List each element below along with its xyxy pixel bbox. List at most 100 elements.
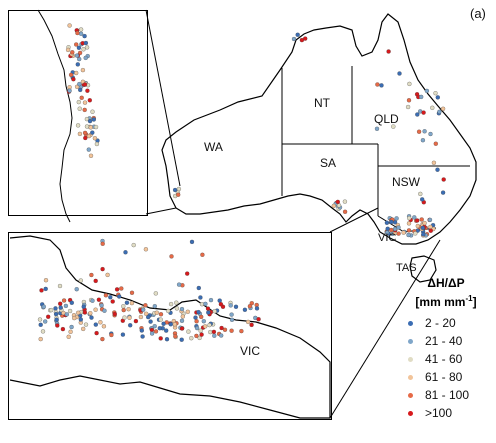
station-dot bbox=[233, 304, 239, 309]
station-dot bbox=[375, 82, 380, 87]
station-dot bbox=[120, 332, 126, 337]
station-dot bbox=[254, 306, 260, 311]
station-dot bbox=[71, 77, 76, 82]
station-dot bbox=[121, 307, 126, 313]
station-dot bbox=[86, 147, 91, 152]
station-dot bbox=[200, 252, 205, 257]
station-dot bbox=[440, 190, 446, 195]
station-dot bbox=[172, 187, 178, 193]
station-dot bbox=[401, 230, 406, 235]
station-dot bbox=[168, 301, 174, 307]
station-dot bbox=[152, 324, 157, 329]
station-dot bbox=[441, 177, 446, 182]
station-dot bbox=[81, 47, 86, 52]
station-dot bbox=[78, 317, 83, 322]
station-dot bbox=[141, 307, 146, 312]
legend-title: ΔH/ΔP [mm mm-1] bbox=[398, 276, 494, 310]
station-dot bbox=[418, 191, 423, 197]
station-dot bbox=[41, 304, 46, 309]
legend-item: 41 - 60 bbox=[408, 350, 494, 368]
station-dot bbox=[229, 328, 234, 333]
station-dot bbox=[98, 320, 103, 325]
station-dot bbox=[169, 254, 174, 259]
station-dot bbox=[109, 332, 114, 338]
inset-connector-lines bbox=[145, 9, 441, 419]
legend-label: >100 bbox=[425, 406, 453, 420]
station-dot bbox=[152, 304, 157, 309]
panel-label: (a) bbox=[470, 6, 486, 21]
station-dot bbox=[189, 336, 194, 341]
station-dot bbox=[203, 324, 208, 329]
station-dot bbox=[92, 136, 98, 141]
station-dot bbox=[84, 45, 90, 50]
station-dot bbox=[74, 42, 79, 47]
station-dot bbox=[123, 250, 128, 255]
station-dot bbox=[133, 318, 139, 324]
station-dot bbox=[99, 303, 104, 308]
station-dot bbox=[396, 231, 401, 236]
station-dot bbox=[245, 319, 251, 325]
region-label-nt: NT bbox=[314, 96, 330, 110]
station-dot bbox=[174, 300, 179, 305]
station-dot bbox=[185, 271, 190, 276]
station-dot bbox=[88, 153, 94, 158]
station-dot bbox=[74, 53, 80, 58]
station-dot bbox=[189, 239, 195, 245]
station-dot bbox=[82, 310, 88, 315]
station-dot bbox=[415, 218, 420, 223]
station-dot bbox=[256, 317, 261, 322]
station-dot bbox=[379, 83, 384, 88]
station-dot bbox=[69, 300, 74, 305]
station-dot bbox=[153, 329, 159, 334]
station-dot bbox=[75, 123, 81, 128]
region-label-vic-inset: VIC bbox=[240, 344, 261, 358]
legend-swatch bbox=[408, 320, 413, 326]
region-label-sa: SA bbox=[320, 156, 337, 170]
station-dot bbox=[437, 109, 442, 114]
station-dot bbox=[249, 322, 254, 328]
station-dot bbox=[427, 217, 433, 223]
station-dot bbox=[110, 299, 115, 304]
station-dot bbox=[90, 130, 95, 135]
station-dot bbox=[100, 266, 105, 272]
station-dot bbox=[197, 335, 202, 341]
station-dot bbox=[74, 70, 79, 76]
station-dot bbox=[389, 219, 394, 225]
station-dot bbox=[84, 116, 90, 122]
station-dot bbox=[87, 118, 93, 124]
station-dot bbox=[148, 319, 153, 324]
station-dot bbox=[198, 295, 203, 300]
station-dot bbox=[93, 124, 99, 130]
station-dot bbox=[124, 300, 130, 305]
station-dot bbox=[69, 324, 74, 330]
station-dot bbox=[186, 329, 191, 334]
region-label-tas: TAS bbox=[396, 262, 417, 274]
legend-title-unit: [mm mm-1] bbox=[415, 294, 477, 309]
station-dot bbox=[331, 203, 336, 209]
station-dot bbox=[39, 288, 44, 293]
station-dot bbox=[37, 317, 43, 322]
station-dot bbox=[88, 311, 93, 316]
station-dot bbox=[83, 40, 89, 46]
station-dot bbox=[229, 317, 235, 322]
station-dot bbox=[430, 105, 435, 110]
australia-coastline bbox=[161, 13, 477, 245]
station-dot bbox=[67, 88, 72, 93]
station-dot bbox=[83, 322, 89, 327]
station-dot bbox=[173, 334, 178, 339]
station-dot bbox=[397, 71, 402, 76]
station-dot bbox=[424, 88, 430, 94]
station-dot bbox=[199, 314, 204, 320]
station-dot bbox=[117, 294, 122, 299]
station-dot bbox=[428, 224, 433, 230]
station-dot bbox=[406, 232, 411, 238]
station-dot bbox=[65, 47, 71, 53]
station-dot bbox=[420, 197, 425, 202]
legend-label: 81 - 100 bbox=[425, 388, 470, 402]
region-label-nsw: NSW bbox=[392, 175, 420, 189]
station-dot bbox=[58, 301, 63, 306]
station-dot bbox=[38, 322, 43, 327]
station-dot bbox=[412, 215, 417, 220]
station-dot bbox=[154, 310, 159, 315]
